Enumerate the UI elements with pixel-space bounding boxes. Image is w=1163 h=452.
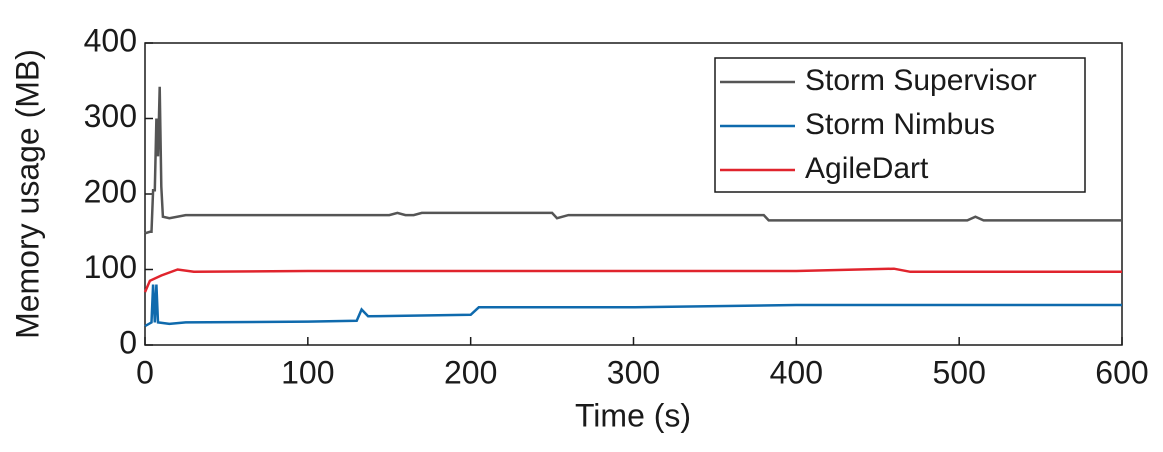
- x-tick-label: 100: [281, 354, 334, 390]
- y-tick-label: 0: [119, 324, 137, 360]
- y-tick-label: 100: [84, 249, 137, 285]
- x-tick-label: 300: [607, 354, 660, 390]
- series-line: [144, 86, 1122, 235]
- series-line: [143, 267, 1122, 293]
- x-axis-label: Time (s): [575, 397, 691, 433]
- legend-label: Storm Supervisor: [805, 64, 1037, 97]
- y-tick-label: 400: [84, 22, 137, 58]
- y-tick-label: 300: [84, 98, 137, 134]
- series-line: [144, 284, 1122, 328]
- legend-label: AgileDart: [805, 152, 929, 185]
- y-tick-label: 200: [84, 173, 137, 209]
- x-tick-label: 600: [1095, 354, 1148, 390]
- x-tick-label: 200: [444, 354, 497, 390]
- x-tick-label: 500: [932, 354, 985, 390]
- x-tick-label: 400: [770, 354, 823, 390]
- y-axis-label: Memory usage (MB): [9, 49, 45, 339]
- x-tick-label: 0: [136, 354, 154, 390]
- legend-label: Storm Nimbus: [805, 108, 995, 141]
